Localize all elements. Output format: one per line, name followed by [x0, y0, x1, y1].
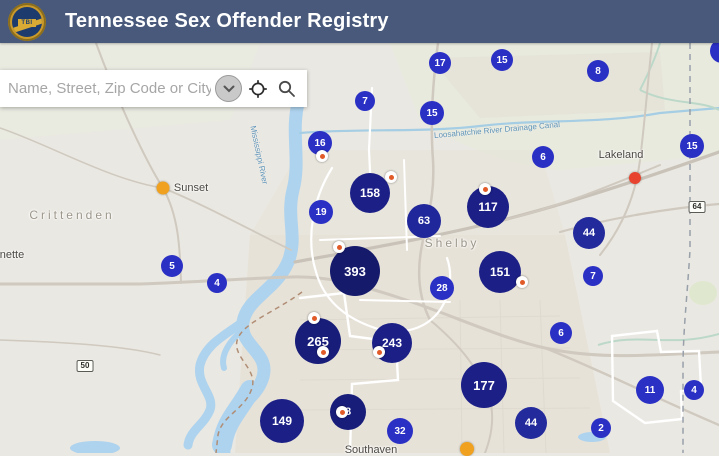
- map-place-label: Southaven: [344, 444, 398, 456]
- cluster-marker[interactable]: 177: [461, 362, 507, 408]
- offender-dot-core: [339, 409, 345, 415]
- offender-dot[interactable]: [336, 406, 348, 418]
- tbi-seal-logo: TBI: [8, 2, 46, 41]
- tbi-seal-inner: TBI: [12, 6, 42, 37]
- offender-dot[interactable]: [333, 241, 345, 253]
- map-place-label: Sunset: [173, 182, 209, 194]
- cluster-marker[interactable]: 149: [260, 399, 304, 443]
- tbi-seal-text: TBI: [18, 18, 36, 27]
- locate-me-button[interactable]: [245, 76, 271, 102]
- map-place-label: Lakeland: [598, 149, 644, 161]
- map-place-label: nette: [0, 249, 25, 261]
- offender-dot[interactable]: [308, 312, 320, 324]
- cluster-marker[interactable]: 15: [680, 134, 704, 158]
- cluster-marker[interactable]: 6: [532, 146, 554, 168]
- highway-shield: 50: [76, 360, 94, 372]
- offender-dot[interactable]: [373, 346, 385, 358]
- cluster-marker[interactable]: 158: [350, 173, 390, 213]
- map-place-label: Shelby: [424, 236, 480, 250]
- cluster-marker[interactable]: [710, 39, 719, 63]
- sunset-dot[interactable]: [156, 181, 170, 195]
- cluster-marker[interactable]: 32: [387, 418, 413, 444]
- cluster-marker[interactable]: 4: [207, 273, 227, 293]
- cluster-marker[interactable]: 17: [429, 52, 451, 74]
- offender-dot-core: [519, 279, 525, 285]
- cluster-marker[interactable]: 44: [515, 407, 547, 439]
- map-place-label: Crittenden: [29, 208, 115, 222]
- search-icon: [277, 79, 296, 98]
- search-input[interactable]: [0, 70, 215, 107]
- offender-dot-core: [336, 244, 342, 250]
- cluster-marker[interactable]: 8: [587, 60, 609, 82]
- cluster-marker[interactable]: 7: [583, 266, 603, 286]
- cluster-marker[interactable]: 151: [479, 251, 521, 293]
- cluster-marker[interactable]: 15: [491, 49, 513, 71]
- cluster-marker[interactable]: 19: [309, 200, 333, 224]
- cluster-marker[interactable]: 2: [591, 418, 611, 438]
- cluster-marker[interactable]: 15: [420, 101, 444, 125]
- cluster-marker[interactable]: 7: [355, 91, 375, 111]
- app-header: TBI Tennessee Sex Offender Registry: [0, 0, 719, 43]
- offender-dot-core: [311, 315, 317, 321]
- offender-dot[interactable]: [317, 346, 329, 358]
- offender-dot[interactable]: [516, 276, 528, 288]
- offender-dot-core: [376, 349, 382, 355]
- cluster-marker[interactable]: 44: [573, 217, 605, 249]
- offender-dot-core: [320, 349, 326, 355]
- cluster-marker[interactable]: 6: [550, 322, 572, 344]
- offender-dot-core: [388, 174, 394, 180]
- locate-icon: [248, 79, 268, 99]
- cluster-marker[interactable]: 28: [430, 276, 454, 300]
- cluster-marker[interactable]: 5: [161, 255, 183, 277]
- cluster-marker[interactable]: 393: [330, 246, 380, 296]
- search-options-button[interactable]: [215, 75, 242, 102]
- highway-shield: 64: [688, 201, 706, 213]
- offender-dot-core: [319, 153, 325, 159]
- cluster-marker[interactable]: 11: [636, 376, 664, 404]
- search-submit-button[interactable]: [273, 76, 299, 102]
- offender-dot[interactable]: [479, 183, 491, 195]
- offender-dot[interactable]: [316, 150, 328, 162]
- offender-dot-core: [482, 186, 488, 192]
- lakeland-dot[interactable]: [629, 172, 641, 184]
- cluster-marker[interactable]: 265: [295, 318, 341, 364]
- south-dot[interactable]: [460, 442, 474, 456]
- cluster-marker[interactable]: 243: [372, 323, 412, 363]
- search-bar: [0, 70, 307, 107]
- cluster-marker[interactable]: 4: [684, 380, 704, 400]
- chevron-down-icon: [223, 85, 235, 93]
- cluster-marker[interactable]: 63: [407, 204, 441, 238]
- offender-dot[interactable]: [385, 171, 397, 183]
- page-title: Tennessee Sex Offender Registry: [65, 10, 389, 32]
